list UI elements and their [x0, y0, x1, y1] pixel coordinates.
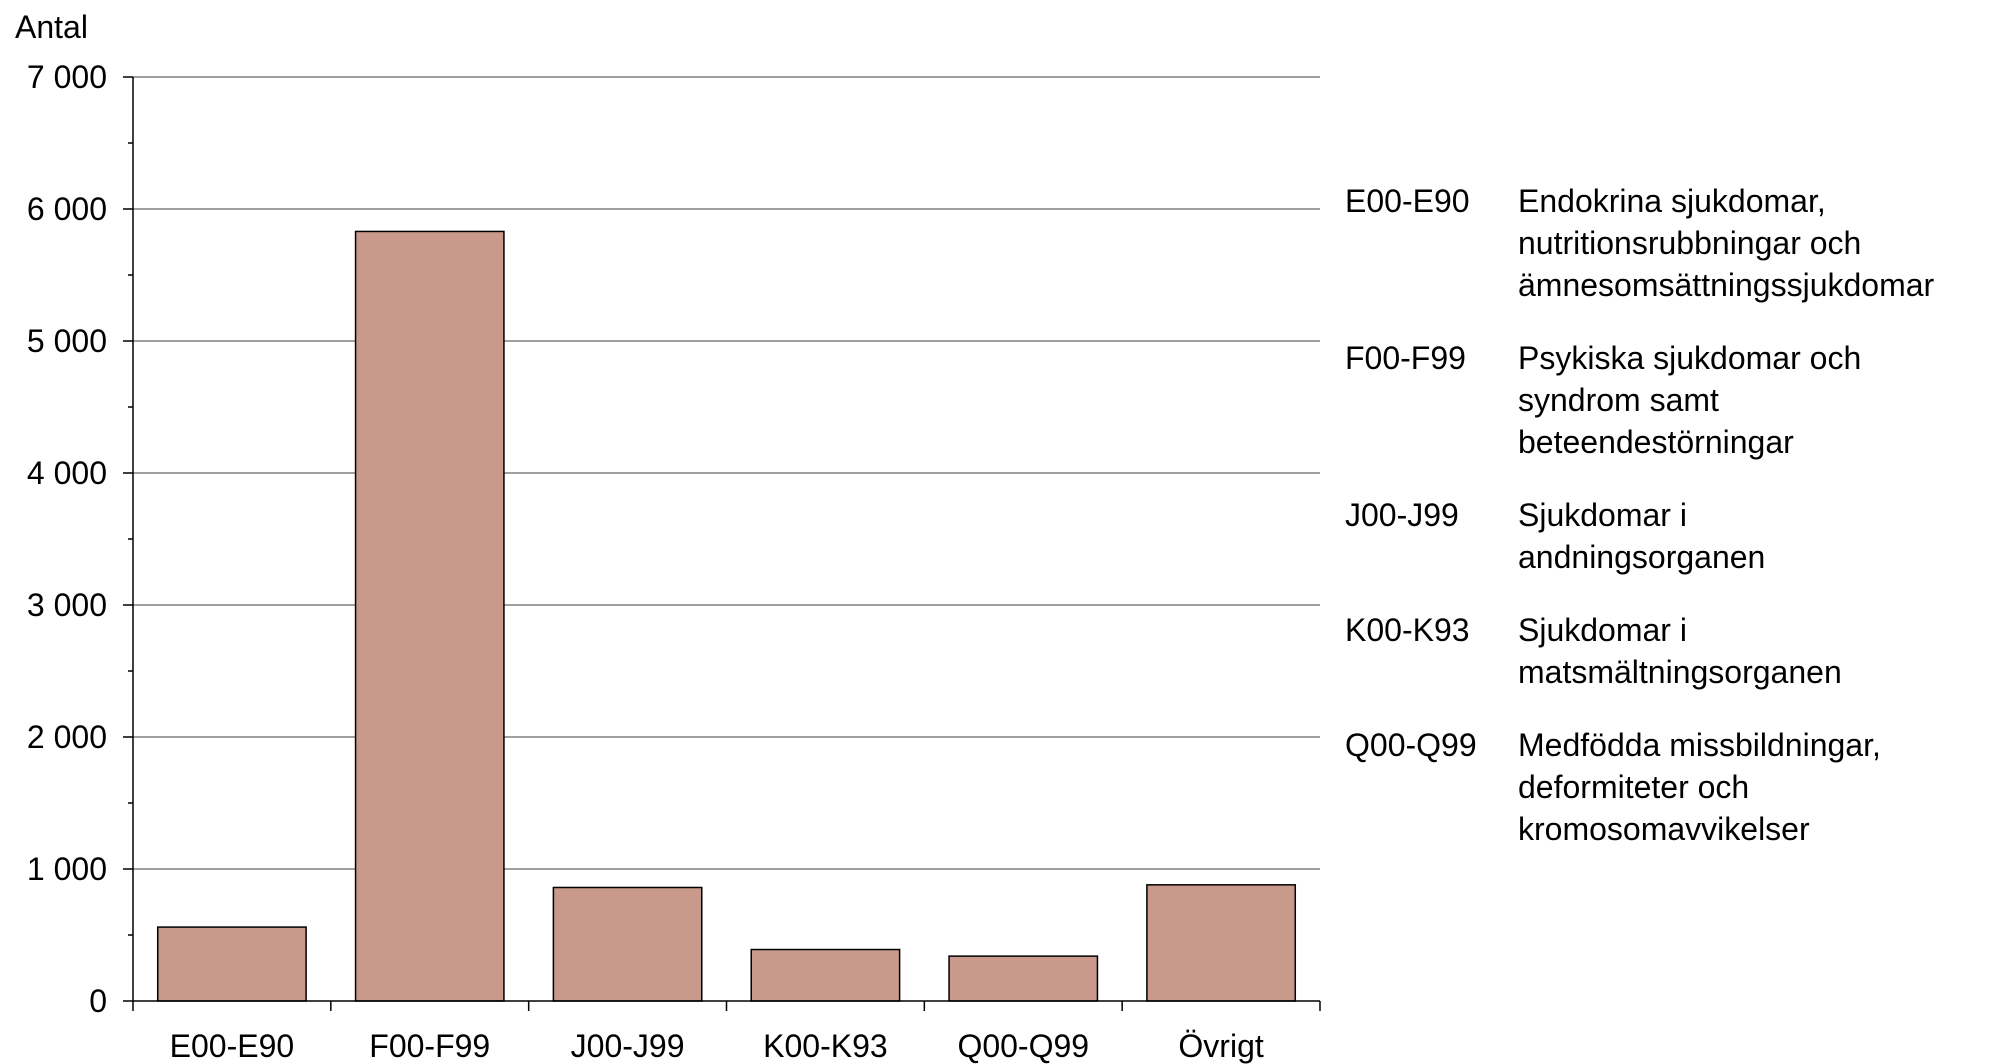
- legend-description: matsmältningsorganen: [1518, 654, 1842, 690]
- gridlines: [133, 76, 1320, 870]
- bar-J00-J99: [552, 886, 703, 1002]
- x-tick-label: E00-E90: [170, 1028, 295, 1064]
- bar-F00-F99: [354, 230, 505, 1002]
- legend-description: deformiteter och: [1518, 769, 1749, 805]
- legend-description: kromosomavvikelser: [1518, 811, 1810, 847]
- y-tick-label: 7 000: [27, 59, 107, 95]
- legend-description: Sjukdomar i: [1518, 612, 1687, 648]
- y-tick-label: 0: [89, 983, 107, 1019]
- legend-code: Q00-Q99: [1345, 727, 1477, 763]
- legend-code: K00-K93: [1345, 612, 1470, 648]
- x-tick-label: Övrigt: [1178, 1028, 1263, 1064]
- legend-code: E00-E90: [1345, 183, 1470, 219]
- x-tick-labels: E00-E90 F00-F99 J00-J99 K00-K93 Q00-Q99 Övrig…: [170, 1028, 1264, 1064]
- y-tick-label: 1 000: [27, 851, 107, 887]
- y-axis-label: Antal: [15, 9, 88, 45]
- x-tick-label: F00-F99: [369, 1028, 490, 1064]
- y-tick-label: 5 000: [27, 323, 107, 359]
- legend-description: syndrom samt: [1518, 382, 1719, 418]
- bar-E00-E90: [156, 926, 307, 1002]
- legend-description: Medfödda missbildningar,: [1518, 727, 1881, 763]
- y-tick-label: 4 000: [27, 455, 107, 491]
- x-tick-label: Q00-Q99: [957, 1028, 1089, 1064]
- legend-description: andningsorganen: [1518, 539, 1765, 575]
- legend: E00-E90 Endokrina sjukdomar, nutritionsrub…: [1345, 183, 1935, 847]
- bar-Övrigt: [1146, 884, 1297, 1002]
- legend-code: J00-J99: [1345, 497, 1459, 533]
- bars: [156, 230, 1297, 1002]
- axes: [123, 76, 1321, 1011]
- legend-description: Psykiska sjukdomar och: [1518, 340, 1861, 376]
- bar-Q00-Q99: [948, 955, 1099, 1002]
- legend-description: Endokrina sjukdomar,: [1518, 183, 1826, 219]
- y-tick-label: 2 000: [27, 719, 107, 755]
- legend-code: F00-F99: [1345, 340, 1466, 376]
- legend-description: nutritionsrubbningar och: [1518, 225, 1861, 261]
- x-tick-label: J00-J99: [571, 1028, 685, 1064]
- legend-description: ämnesomsättningssjukdomar: [1518, 267, 1935, 303]
- legend-description: beteendestörningar: [1518, 424, 1794, 460]
- y-tick-labels: 0 1 000 2 000 3 000 4 000 5 000 6 000 7 000: [27, 59, 107, 1019]
- y-tick-label: 3 000: [27, 587, 107, 623]
- bar-K00-K93: [750, 948, 901, 1002]
- x-tick-label: K00-K93: [763, 1028, 888, 1064]
- legend-description: Sjukdomar i: [1518, 497, 1687, 533]
- y-tick-label: 6 000: [27, 191, 107, 227]
